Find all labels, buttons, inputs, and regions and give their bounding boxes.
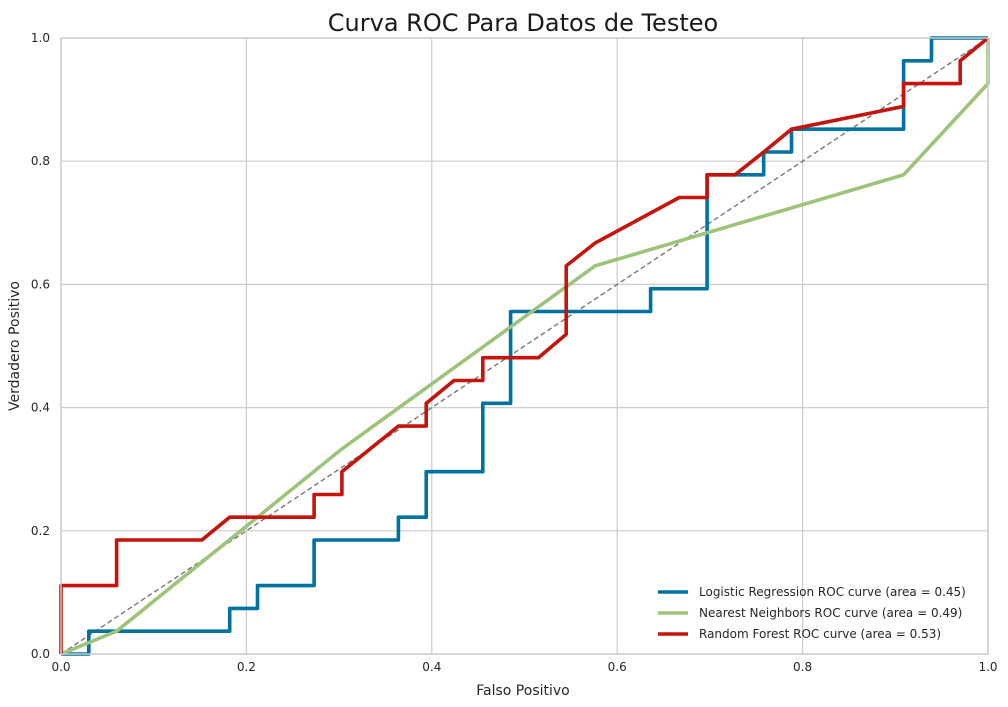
y-axis-label: Verdadero Positivo	[7, 281, 23, 411]
random-forest-roc-line	[59, 36, 990, 654]
plot-frame	[60, 37, 989, 655]
random-forest-legend-label: Random Forest ROC curve (area = 0.53)	[699, 627, 941, 641]
legend: Logistic Regression ROC curve (area = 0.…	[658, 585, 966, 641]
x-tick-label: 0.2	[237, 660, 256, 674]
y-tick-label: 0.6	[31, 277, 50, 291]
y-tick-label: 0.8	[31, 154, 50, 168]
y-tick-label: 1.0	[31, 31, 50, 45]
x-tick-label: 0.4	[422, 660, 441, 674]
chart-title: Curva ROC Para Datos de Testeo	[328, 9, 718, 37]
y-tick-label: 0.2	[31, 524, 50, 538]
x-tick-label: 0.8	[793, 660, 812, 674]
x-axis-label: Falso Positivo	[476, 683, 569, 699]
y-tick-label: 0.0	[31, 647, 50, 661]
logistic-regression-legend-label: Logistic Regression ROC curve (area = 0.…	[699, 585, 966, 599]
y-tick-label: 0.4	[31, 401, 50, 415]
logistic-regression-roc-line	[61, 36, 988, 656]
tick-labels: 0.0 0.2 0.4 0.6 0.8 1.0 0.0 0.2 0.4 0.6 0.8 1.0	[31, 31, 998, 674]
nearest-neighbors-legend-label: Nearest Neighbors ROC curve (area = 0.49…	[699, 606, 962, 620]
x-tick-label: 1.0	[978, 660, 997, 674]
x-tick-label: 0.6	[608, 660, 627, 674]
x-tick-label: 0.0	[51, 660, 70, 674]
